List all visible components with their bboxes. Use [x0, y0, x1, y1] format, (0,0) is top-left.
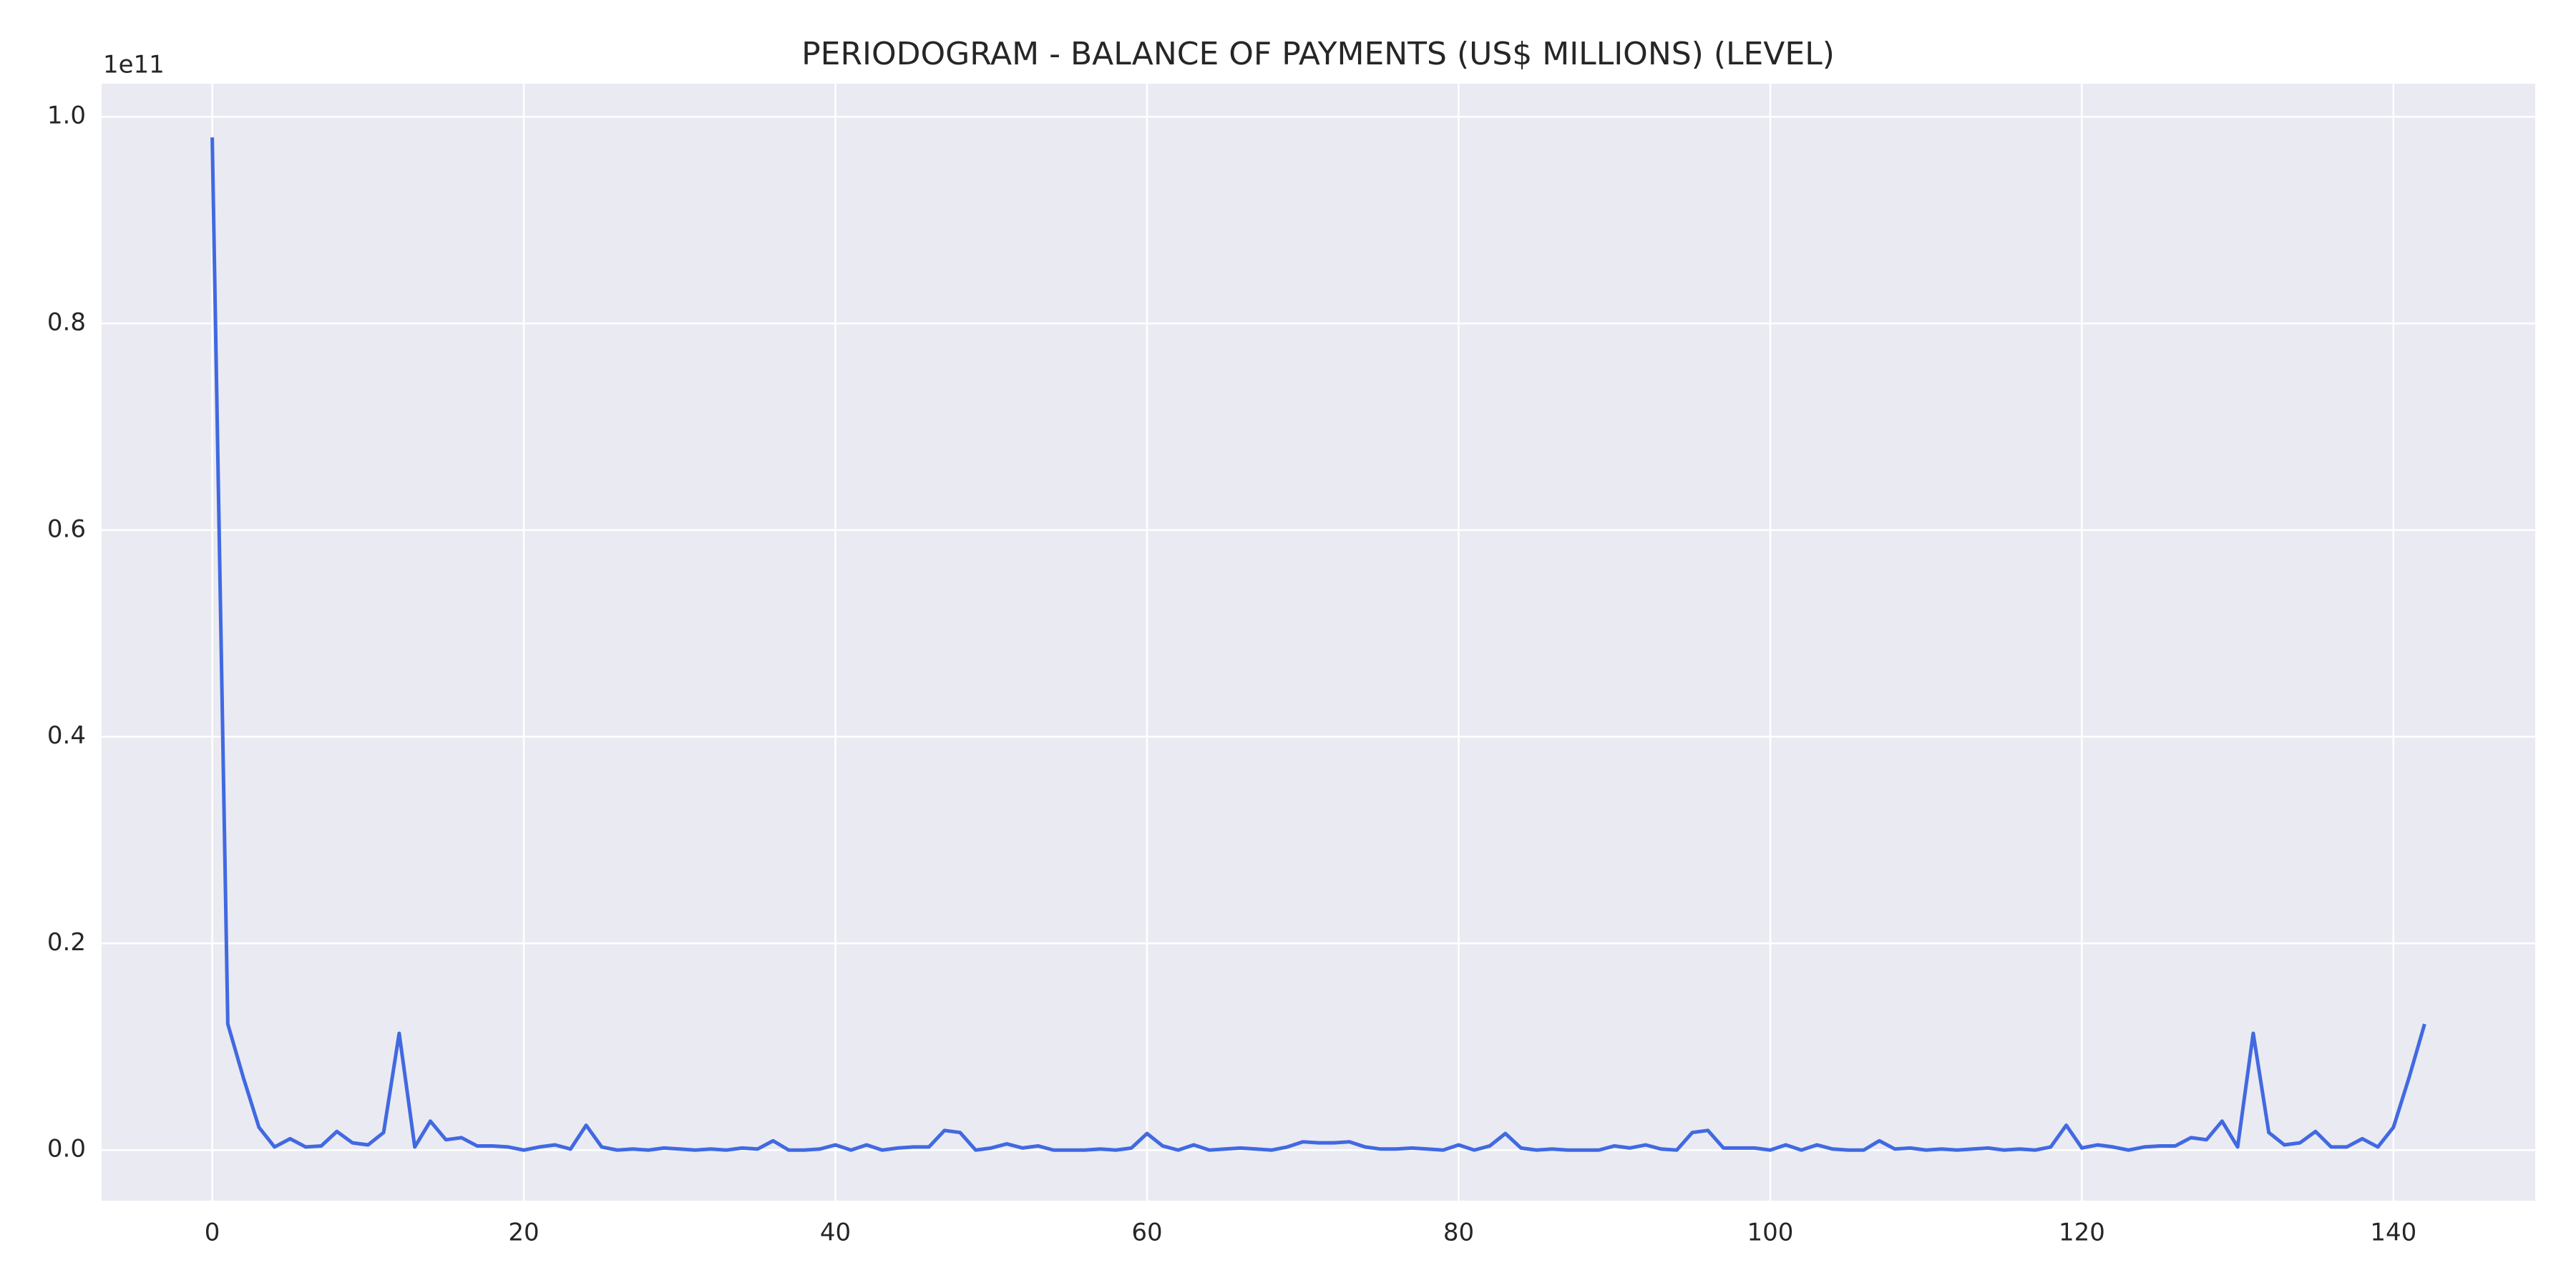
x-tick-label: 120 [2059, 1219, 2105, 1247]
x-tick-label: 60 [1131, 1219, 1162, 1247]
data-line [210, 137, 2426, 1152]
y-tick-label: 0.6 [47, 514, 86, 543]
y-tick-label: 0.0 [47, 1135, 86, 1163]
x-tick-label: 20 [508, 1219, 539, 1247]
chart-title: PERIODOGRAM - BALANCE OF PAYMENTS (US$ M… [801, 36, 1835, 72]
x-tick-label: 140 [2370, 1219, 2416, 1247]
x-tick-label: 80 [1443, 1219, 1474, 1247]
y-tick-label: 0.8 [47, 308, 86, 337]
x-tick-label: 40 [820, 1219, 851, 1247]
x-tick-label: 0 [205, 1219, 220, 1247]
y-tick-label: 0.2 [47, 928, 86, 957]
plot-area [102, 84, 2535, 1201]
x-tick-label: 100 [1747, 1219, 1793, 1247]
y-tick-label: 0.4 [47, 721, 86, 750]
y-tick-label: 1.0 [47, 102, 86, 130]
offset-text: 1e11 [103, 51, 165, 79]
